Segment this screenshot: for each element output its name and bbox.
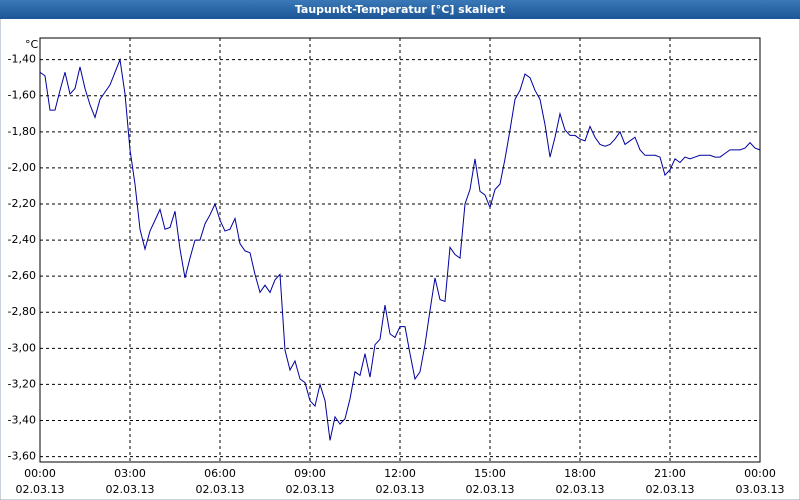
x-tick-label: 02.03.13 [16, 483, 65, 496]
y-tick-label: -2,80 [8, 305, 36, 318]
x-tick-label: 21:00 [654, 467, 686, 480]
x-tick-label: 02.03.13 [556, 483, 605, 496]
x-tick-label: 00:00 [744, 467, 776, 480]
y-tick-label: -1,60 [8, 89, 36, 102]
y-tick-label: -2,60 [8, 269, 36, 282]
x-tick-label: 03.03.13 [736, 483, 785, 496]
x-tick-label: 18:00 [564, 467, 596, 480]
x-tick-label: 15:00 [474, 467, 506, 480]
data-line [39, 57, 761, 441]
x-tick-label: 02.03.13 [376, 483, 425, 496]
y-tick-label: -3,20 [8, 377, 36, 390]
x-tick-label: 02.03.13 [466, 483, 515, 496]
title-bar [0, 0, 800, 19]
x-tick-label: 02.03.13 [646, 483, 695, 496]
x-tick-label: 00:00 [24, 467, 56, 480]
y-tick-label: -2,00 [8, 161, 36, 174]
x-tick-label: 06:00 [204, 467, 236, 480]
y-tick-label: -3,00 [8, 341, 36, 354]
x-tick-label: 09:00 [294, 467, 326, 480]
y-tick-label: -3,60 [8, 450, 36, 463]
y-tick-label: -3,40 [8, 414, 36, 427]
x-tick-label: 02.03.13 [286, 483, 335, 496]
chart-title: Taupunkt-Temperatur [°C] skaliert [295, 3, 505, 16]
y-tick-label: -1,40 [8, 53, 36, 66]
y-tick-label: -1,80 [8, 125, 36, 138]
x-tick-label: 02.03.13 [106, 483, 155, 496]
x-tick-label: 12:00 [384, 467, 416, 480]
x-tick-label: 02.03.13 [196, 483, 245, 496]
y-tick-label: -2,20 [8, 197, 36, 210]
y-tick-label: -2,40 [8, 233, 36, 246]
x-tick-label: 03:00 [114, 467, 146, 480]
y-unit: °C [25, 38, 39, 51]
